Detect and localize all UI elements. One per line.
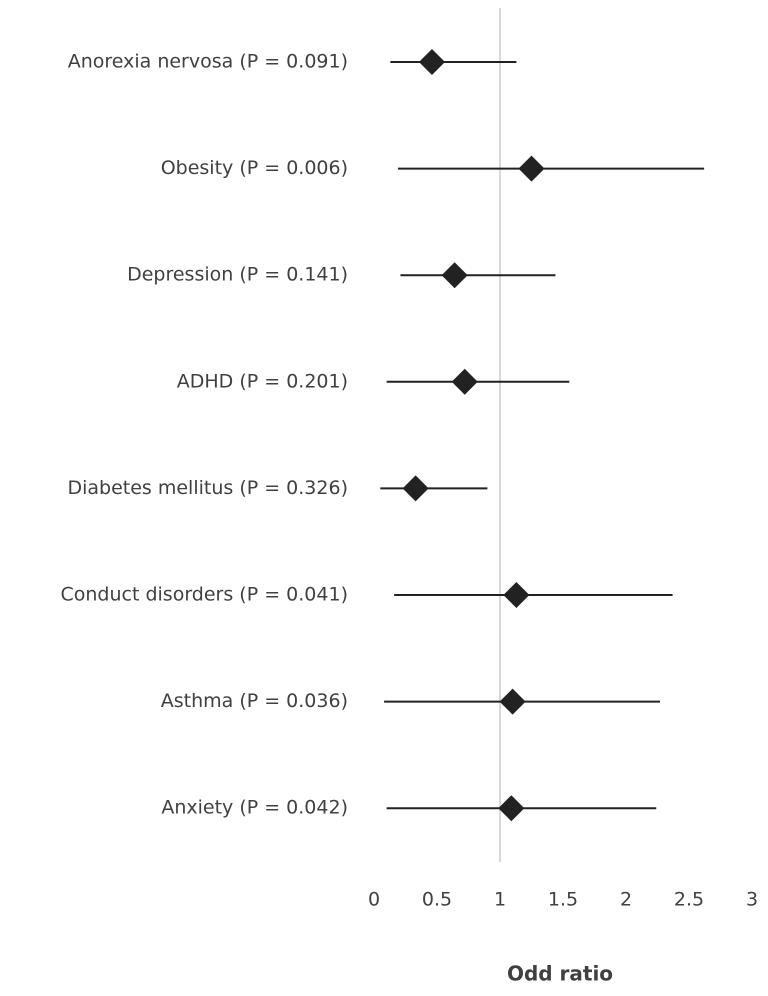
point-estimate: [498, 795, 525, 822]
x-tick-label: 3: [746, 889, 758, 911]
point-estimate: [503, 582, 530, 608]
x-tick-label: 0.5: [422, 889, 452, 911]
point-estimate: [499, 688, 526, 715]
x-tick-label: 1: [494, 889, 506, 911]
category-label: ADHD (P = 0.201): [177, 370, 348, 392]
x-tick-label: 2: [620, 889, 632, 911]
x-tick-label: 1.5: [548, 889, 578, 911]
category-label: Obesity (P = 0.006): [161, 157, 348, 179]
category-label: Depression (P = 0.141): [127, 264, 348, 286]
point-estimate: [518, 155, 545, 182]
point-estimate: [402, 475, 429, 502]
x-axis-label: Odd ratio: [507, 962, 613, 986]
point-estimate: [451, 368, 478, 395]
category-label: Asthma (P = 0.036): [161, 690, 348, 712]
x-tick-label: 0: [368, 889, 380, 911]
category-label: Anxiety (P = 0.042): [161, 797, 348, 819]
category-label: Conduct disorders (P = 0.041): [61, 584, 349, 606]
category-label: Anorexia nervosa (P = 0.091): [68, 51, 348, 73]
point-estimate: [418, 49, 445, 75]
point-estimate: [441, 262, 468, 289]
category-label: Diabetes mellitus (P = 0.326): [67, 477, 348, 499]
x-tick-label: 2.5: [674, 889, 704, 911]
